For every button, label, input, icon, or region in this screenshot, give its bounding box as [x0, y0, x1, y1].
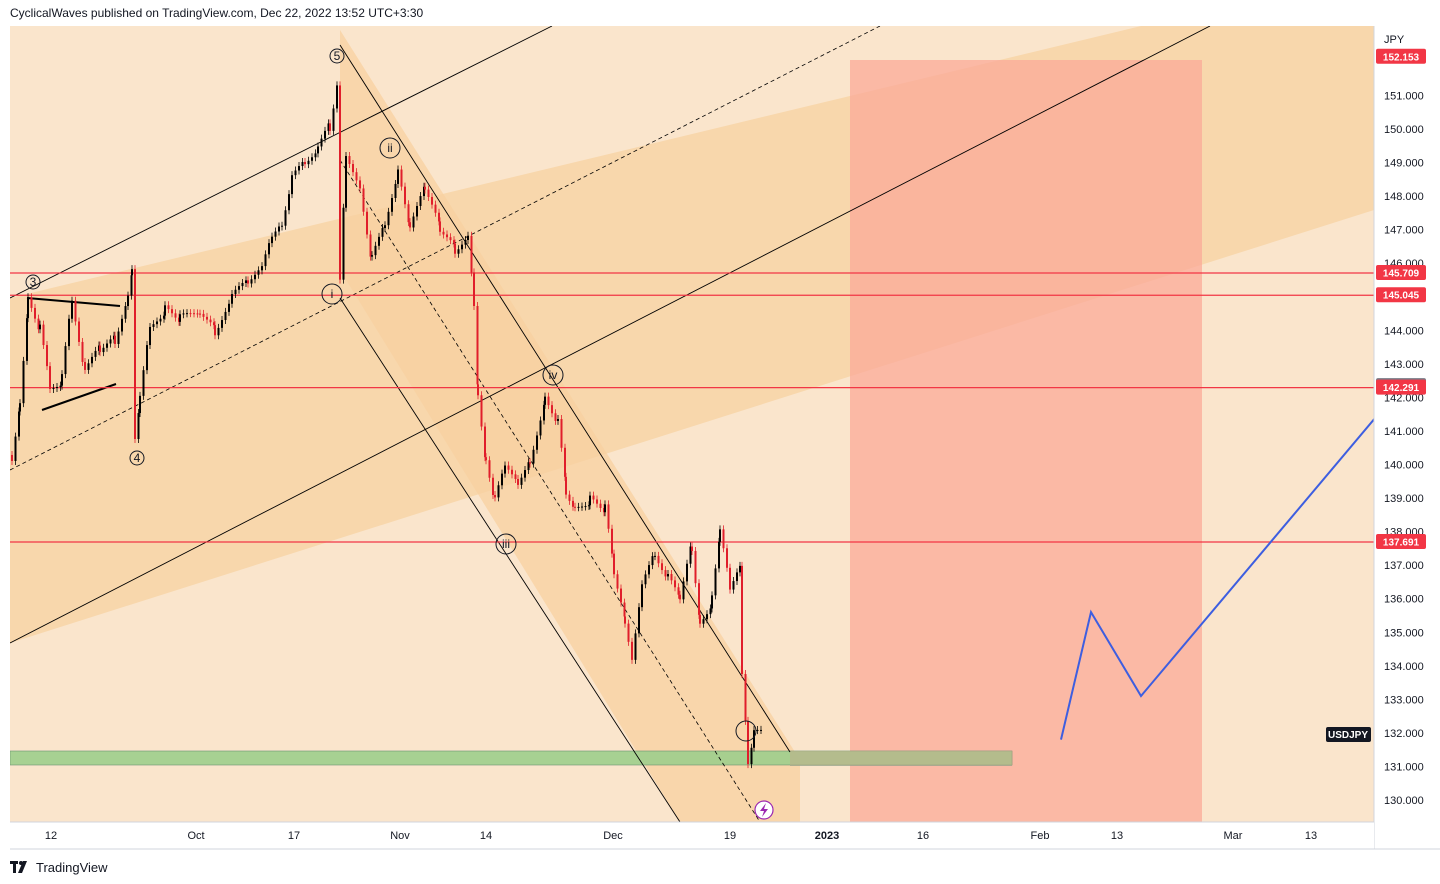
price-tick-6: 136.000 — [1384, 594, 1424, 606]
symbol-badge: USDJPY — [1326, 727, 1371, 742]
price-level-badges: 152.153145.709145.045142.337142.291137.6… — [1376, 48, 1426, 549]
time-tick-5: Dec — [603, 830, 623, 842]
price-badge-1: 145.709 — [1383, 268, 1420, 279]
time-tick-1: Oct — [187, 830, 204, 842]
time-tick-8: 16 — [917, 830, 929, 842]
time-tick-4: 14 — [480, 830, 492, 842]
time-tick-2: 17 — [288, 830, 300, 842]
price-tick-3: 133.000 — [1384, 694, 1424, 706]
price-badge-bg-5 — [1376, 533, 1426, 549]
triangle-upper-line — [26, 297, 121, 307]
price-badge-4: 142.291 — [1383, 383, 1420, 394]
wave-label-v-circle — [735, 720, 757, 742]
candlestick-series — [11, 81, 762, 769]
wave-label-iii: iii — [495, 533, 517, 555]
svg-text:ii: ii — [387, 141, 392, 155]
tradingview-logo-icon[interactable] — [10, 861, 30, 873]
time-tick-0: 12 — [45, 830, 57, 842]
publish-info: CyclicalWaves published on TradingView.c… — [10, 6, 424, 20]
wave-label-3: 3 — [25, 274, 41, 290]
price-axis-bg[interactable] — [1374, 26, 1440, 822]
price-badge-2: 145.045 — [1383, 291, 1420, 302]
price-tick-7: 137.000 — [1384, 560, 1424, 572]
price-badge-0: 152.153 — [1383, 52, 1420, 63]
rising-channel-mid — [10, 26, 881, 471]
time-tick-7: 2023 — [815, 830, 839, 842]
tradingview-brand[interactable]: TradingView — [36, 859, 108, 875]
svg-text:iii: iii — [502, 537, 510, 551]
falling-channel-mid — [339, 159, 761, 822]
time-axis-ticks: 12 Oct 17 Nov 14 Dec 19 2023 16 Feb 13 Mar 13 — [45, 830, 1317, 842]
price-badge-bg-2 — [1376, 287, 1426, 303]
falling-channel-lower — [339, 297, 681, 822]
wave-label-5: 5 — [329, 48, 345, 64]
price-badge-bg-1 — [1376, 264, 1426, 280]
time-tick-11: Mar — [1224, 830, 1243, 842]
price-tick-19: 149.000 — [1384, 158, 1424, 170]
price-tick-12: 142.000 — [1384, 392, 1424, 404]
falling-channel-fill — [340, 30, 800, 822]
time-tick-10: 13 — [1111, 830, 1123, 842]
wave-label-4: 4 — [129, 450, 145, 466]
price-tick-11: 141.000 — [1384, 426, 1424, 438]
target-zone — [850, 60, 1202, 822]
price-tick-21: 151.000 — [1384, 90, 1424, 102]
price-tick-1: 131.000 — [1384, 761, 1424, 773]
wave-label-ii: ii — [379, 137, 401, 159]
price-tick-13: 143.000 — [1384, 359, 1424, 371]
price-tick-18: 148.000 — [1384, 191, 1424, 203]
lightning-icon[interactable] — [754, 800, 774, 820]
price-tick-0: 130.000 — [1384, 795, 1424, 807]
rising-channel-lower — [10, 26, 1211, 644]
price-tick-14: 144.000 — [1384, 325, 1424, 337]
svg-text:iv: iv — [549, 368, 558, 382]
support-zone-fade — [790, 751, 1012, 765]
rising-channel-upper — [10, 26, 553, 299]
wave-label-iv: iv — [542, 364, 564, 386]
price-badge-bg-0 — [1376, 48, 1426, 64]
price-tick-10: 140.000 — [1384, 460, 1424, 472]
svg-text:5: 5 — [334, 49, 341, 63]
time-axis-bg[interactable] — [10, 822, 1374, 849]
footer: TradingView — [10, 858, 108, 876]
currency-label: JPY — [1384, 34, 1405, 46]
price-tick-4: 134.000 — [1384, 661, 1424, 673]
wave-label-i: i — [321, 283, 343, 305]
triangle-lower-line — [41, 383, 117, 411]
time-tick-12: 13 — [1305, 830, 1317, 842]
price-badge-5: 137.691 — [1383, 537, 1420, 548]
svg-text:3: 3 — [30, 275, 37, 289]
price-tick-17: 147.000 — [1384, 225, 1424, 237]
svg-text:USDJPY: USDJPY — [1328, 730, 1368, 741]
price-tick-5: 135.000 — [1384, 627, 1424, 639]
price-tick-2: 132.000 — [1384, 728, 1424, 740]
falling-channel-upper — [339, 44, 791, 753]
projection-path — [1060, 417, 1374, 740]
price-badge-bg-4 — [1376, 379, 1426, 395]
price-tick-20: 150.000 — [1384, 124, 1424, 136]
price-tick-9: 139.000 — [1384, 493, 1424, 505]
time-tick-3: Nov — [390, 830, 410, 842]
time-tick-9: Feb — [1031, 830, 1050, 842]
svg-text:4: 4 — [134, 451, 141, 465]
time-tick-6: 19 — [724, 830, 736, 842]
svg-text:i: i — [331, 287, 334, 301]
price-axis-ticks: 130.000 131.000 132.000 133.000 134.000 135.0… — [1384, 90, 1424, 807]
